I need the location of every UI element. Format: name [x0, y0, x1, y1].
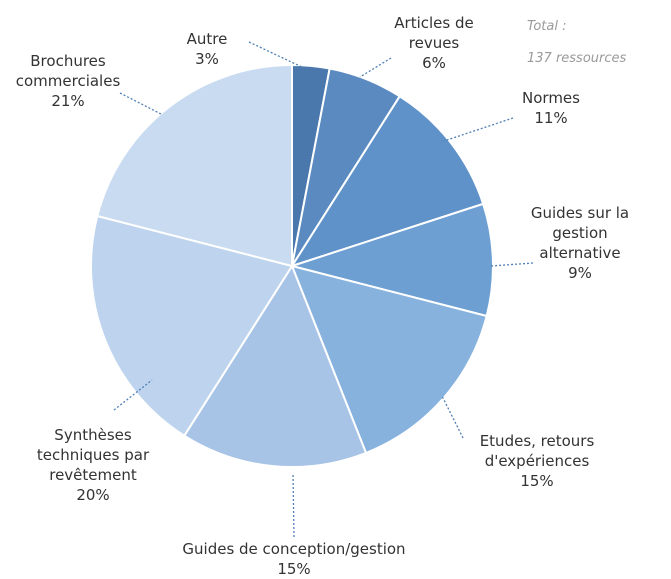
slice-label-5: Guides de conception/gestion 15%: [182, 540, 405, 578]
slice-value-label-0: 3%: [195, 50, 219, 68]
slice-name-label-3-2: alternative: [539, 244, 620, 262]
pie-slices: [90, 63, 494, 468]
pie-slice-5: [182, 263, 368, 468]
slice-label-0: Autre 3%: [187, 30, 228, 68]
slice-value-label-4: 15%: [520, 472, 553, 490]
total-label-line-1: Total :: [527, 19, 566, 34]
pie-slice-2: [289, 94, 485, 268]
slice-name-label-3-0: Guides sur la: [531, 204, 629, 222]
pie-slice-7: [96, 63, 293, 268]
slice-name-label-2-0: Normes: [522, 89, 580, 107]
leader-line-6: [113, 379, 153, 411]
slice-value-label-1: 6%: [422, 54, 446, 72]
slice-name-label-1-1: revues: [409, 34, 460, 52]
leader-line-3: [490, 262, 534, 267]
slice-name-label-6-0: Synthèses: [54, 426, 132, 444]
slice-name-label-0-0: Autre: [187, 30, 228, 48]
slice-value-label-7: 21%: [51, 92, 84, 110]
slice-labels: Autre 3% Articles de revues 6% Normes 11% Guide…: [16, 14, 629, 578]
slice-label-1: Articles de revues 6%: [394, 14, 473, 72]
leader-line-4: [441, 395, 464, 439]
slice-name-label-1-0: Articles de: [394, 14, 473, 32]
leader-line-2: [443, 117, 514, 142]
slice-label-7: Brochures commerciales 21%: [16, 52, 121, 110]
leader-line-1: [359, 57, 392, 78]
slice-name-label-5-0: Guides de conception/gestion: [182, 540, 405, 558]
slice-value-label-6: 20%: [76, 486, 109, 504]
leader-lines: [113, 41, 534, 538]
total-label-line-2: 137 ressources: [527, 51, 627, 66]
slice-name-label-6-1: techniques par: [37, 446, 150, 464]
slice-name-label-3-1: gestion: [552, 224, 607, 242]
pie-slice-3: [288, 202, 494, 318]
slice-name-label-6-2: revêtement: [49, 466, 137, 484]
leader-line-5: [292, 473, 295, 538]
slice-value-label-2: 11%: [534, 109, 567, 127]
pie-slice-6: [90, 214, 294, 438]
slice-name-label-4-1: d'expériences: [485, 452, 590, 470]
slice-value-label-3: 9%: [568, 264, 592, 282]
slice-label-6: Synthèses techniques par revêtement 20%: [37, 426, 150, 504]
leader-line-7: [119, 92, 162, 115]
total-label: Total : 137 ressources: [527, 19, 627, 66]
slice-name-label-4-0: Etudes, retours: [480, 432, 595, 450]
slice-value-label-5: 15%: [277, 560, 310, 578]
slice-name-label-7-1: commerciales: [16, 72, 121, 90]
slice-name-label-7-0: Brochures: [30, 52, 106, 70]
slice-label-4: Etudes, retours d'expériences 15%: [480, 432, 595, 490]
slice-label-3: Guides sur la gestion alternative 9%: [531, 204, 629, 282]
slice-label-2: Normes 11%: [522, 89, 580, 127]
